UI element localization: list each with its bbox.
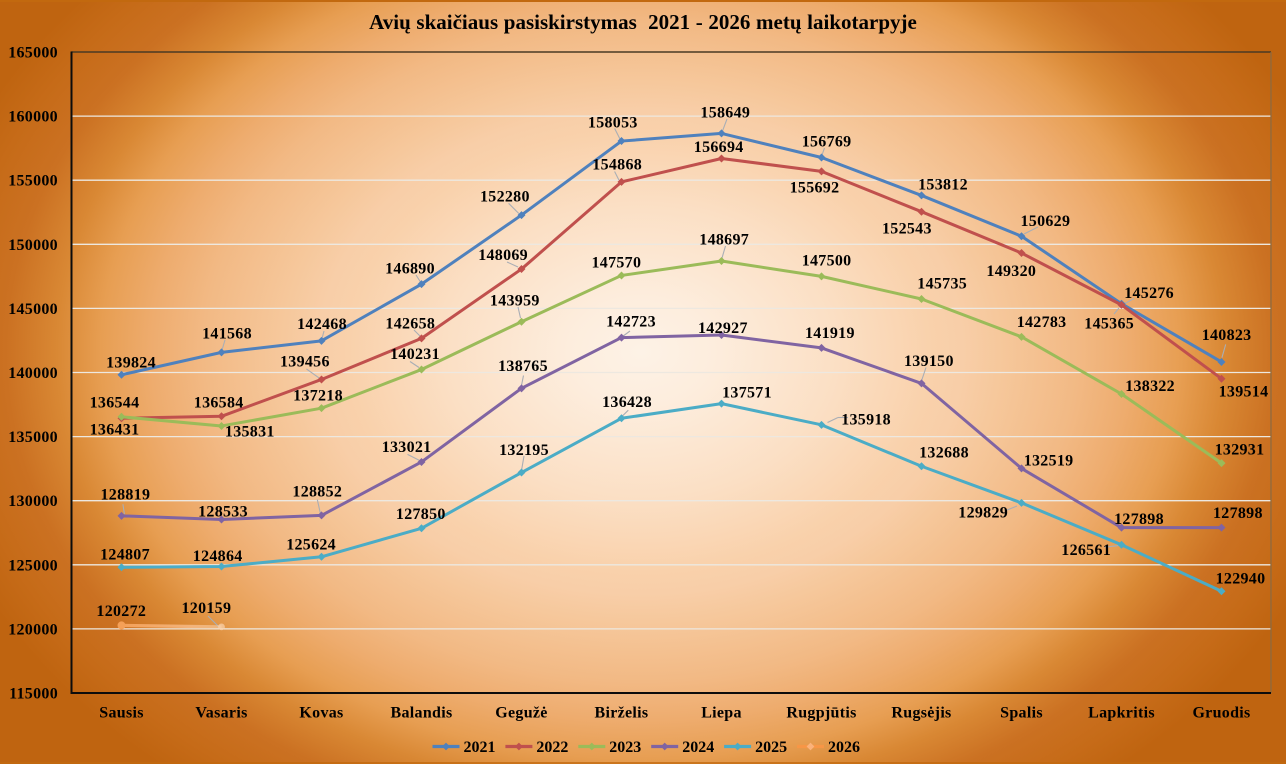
svg-text:130000: 130000 [8, 493, 58, 510]
svg-text:158649: 158649 [700, 104, 750, 121]
svg-text:155692: 155692 [790, 179, 840, 196]
svg-text:140823: 140823 [1202, 327, 1252, 344]
svg-text:133021: 133021 [382, 439, 432, 456]
svg-text:137571: 137571 [722, 385, 772, 402]
svg-text:154868: 154868 [592, 157, 642, 174]
svg-text:156769: 156769 [802, 134, 852, 151]
svg-text:141568: 141568 [202, 326, 252, 343]
svg-text:132195: 132195 [499, 442, 549, 459]
svg-text:Lapkritis: Lapkritis [1088, 705, 1155, 722]
svg-text:149320: 149320 [986, 263, 1036, 280]
svg-text:Avių skaičiaus pasiskirstymas: Avių skaičiaus pasiskirstymas 2021 - 202… [369, 10, 917, 34]
svg-text:142723: 142723 [606, 314, 656, 331]
svg-text:Birželis: Birželis [595, 705, 649, 722]
svg-text:125624: 125624 [286, 537, 336, 554]
svg-text:143959: 143959 [490, 293, 540, 310]
svg-text:145276: 145276 [1124, 285, 1174, 302]
svg-text:135831: 135831 [225, 423, 275, 440]
svg-text:2026: 2026 [828, 739, 860, 756]
svg-text:128819: 128819 [100, 487, 150, 504]
svg-text:129829: 129829 [958, 505, 1008, 522]
svg-text:139514: 139514 [1219, 384, 1269, 401]
svg-text:136584: 136584 [194, 395, 244, 412]
svg-text:140231: 140231 [390, 346, 440, 363]
svg-text:139150: 139150 [904, 353, 954, 370]
svg-text:140000: 140000 [8, 365, 58, 382]
svg-text:142658: 142658 [385, 315, 435, 332]
svg-text:120159: 120159 [181, 600, 231, 617]
svg-text:145000: 145000 [8, 301, 58, 318]
svg-text:Rugsėjis: Rugsėjis [891, 705, 951, 722]
svg-text:148069: 148069 [478, 247, 528, 264]
svg-text:132519: 132519 [1024, 452, 1074, 469]
svg-text:124807: 124807 [100, 547, 150, 564]
svg-text:155000: 155000 [8, 173, 58, 190]
svg-text:136431: 136431 [90, 422, 140, 439]
svg-text:Gruodis: Gruodis [1192, 705, 1250, 722]
svg-text:126561: 126561 [1061, 542, 1111, 559]
svg-text:142783: 142783 [1017, 314, 1067, 331]
svg-text:145735: 145735 [917, 276, 967, 293]
svg-text:146890: 146890 [385, 261, 435, 278]
svg-text:2022: 2022 [536, 739, 568, 756]
svg-text:135918: 135918 [841, 412, 891, 429]
svg-text:158053: 158053 [588, 115, 638, 132]
svg-text:139824: 139824 [106, 355, 156, 372]
svg-text:147570: 147570 [591, 254, 641, 271]
svg-text:142927: 142927 [698, 320, 748, 337]
svg-text:160000: 160000 [8, 109, 58, 126]
svg-text:Vasaris: Vasaris [195, 705, 247, 722]
svg-text:153812: 153812 [918, 176, 968, 193]
svg-text:152280: 152280 [480, 189, 530, 206]
svg-text:2024: 2024 [682, 739, 714, 756]
svg-text:148697: 148697 [699, 232, 749, 249]
svg-text:Rugpjūtis: Rugpjūtis [786, 705, 856, 722]
svg-text:Kovas: Kovas [299, 705, 343, 722]
svg-text:120000: 120000 [8, 621, 58, 638]
svg-text:Sausis: Sausis [99, 705, 144, 722]
svg-text:136544: 136544 [90, 395, 140, 412]
svg-text:Gegužė: Gegužė [495, 705, 547, 722]
svg-text:152543: 152543 [882, 220, 932, 237]
svg-text:128533: 128533 [198, 503, 248, 520]
svg-text:2025: 2025 [755, 739, 787, 756]
svg-text:138322: 138322 [1125, 378, 1175, 395]
svg-text:138765: 138765 [498, 358, 548, 375]
svg-text:125000: 125000 [8, 557, 58, 574]
svg-text:2023: 2023 [609, 739, 641, 756]
svg-text:127898: 127898 [1213, 505, 1263, 522]
svg-text:Spalis: Spalis [1000, 705, 1043, 722]
svg-text:150629: 150629 [1020, 213, 1070, 230]
svg-text:132688: 132688 [919, 444, 969, 461]
svg-text:127850: 127850 [396, 506, 446, 523]
svg-text:120272: 120272 [96, 603, 146, 620]
svg-text:156694: 156694 [694, 139, 744, 156]
svg-text:150000: 150000 [8, 237, 58, 254]
svg-text:2021: 2021 [464, 739, 496, 756]
svg-text:136428: 136428 [602, 394, 652, 411]
svg-text:Liepa: Liepa [701, 705, 742, 722]
svg-text:145365: 145365 [1084, 315, 1134, 332]
svg-text:127898: 127898 [1114, 511, 1164, 528]
svg-text:165000: 165000 [8, 45, 58, 62]
svg-text:141919: 141919 [805, 325, 855, 342]
svg-text:Balandis: Balandis [391, 705, 453, 722]
svg-text:124864: 124864 [193, 548, 243, 565]
svg-text:135000: 135000 [8, 429, 58, 446]
svg-text:147500: 147500 [802, 253, 852, 270]
svg-text:137218: 137218 [293, 388, 343, 405]
svg-text:115000: 115000 [9, 686, 58, 703]
svg-text:128852: 128852 [292, 484, 342, 501]
svg-text:139456: 139456 [280, 354, 330, 371]
svg-text:132931: 132931 [1215, 442, 1265, 459]
svg-text:142468: 142468 [297, 316, 347, 333]
svg-text:122940: 122940 [1216, 570, 1266, 587]
